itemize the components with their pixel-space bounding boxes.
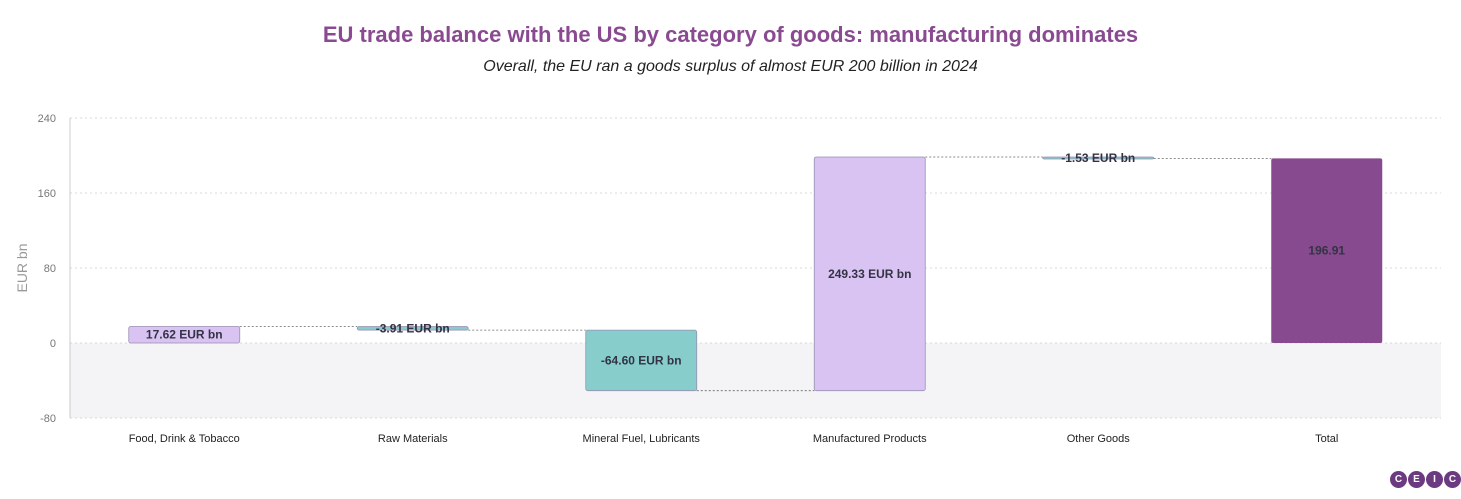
x-tick-label: Food, Drink & Tobacco [129, 433, 240, 445]
negative-region-band [70, 343, 1441, 418]
chart-subtitle: Overall, the EU ran a goods surplus of a… [483, 58, 978, 75]
y-tick-label: 0 [50, 338, 56, 350]
bar [813, 156, 926, 392]
data-label: -3.91 EUR bn [376, 321, 450, 335]
ceic-logo: C E I C [1390, 471, 1461, 488]
data-label: 196.91 [1308, 244, 1345, 258]
x-tick-label: Other Goods [1067, 433, 1130, 445]
bar [1042, 156, 1155, 160]
y-tick-label: 80 [44, 263, 56, 275]
y-axis-title: EUR bn [14, 243, 30, 292]
bar [356, 326, 469, 331]
data-label: -1.53 EUR bn [1061, 151, 1135, 165]
data-label: 17.62 EUR bn [146, 328, 223, 342]
logo-letter: C [1390, 471, 1407, 488]
x-tick-label: Mineral Fuel, Lubricants [583, 433, 701, 445]
bar [1271, 158, 1383, 343]
y-tick-label: -80 [40, 413, 56, 425]
data-label: 249.33 EUR bn [828, 267, 911, 281]
y-tick-label: 240 [38, 113, 56, 125]
x-tick-label: Raw Materials [378, 433, 448, 445]
logo-letter: E [1408, 471, 1425, 488]
bar [585, 329, 698, 392]
logo-letter: C [1444, 471, 1461, 488]
y-tick-label: 160 [38, 188, 56, 200]
bar [128, 326, 241, 344]
logo-letter: I [1426, 471, 1443, 488]
chart-title: EU trade balance with the US by category… [322, 22, 1139, 47]
x-tick-label: Total [1315, 433, 1338, 445]
x-tick-label: Manufactured Products [813, 433, 927, 445]
data-label: -64.60 EUR bn [601, 353, 682, 367]
